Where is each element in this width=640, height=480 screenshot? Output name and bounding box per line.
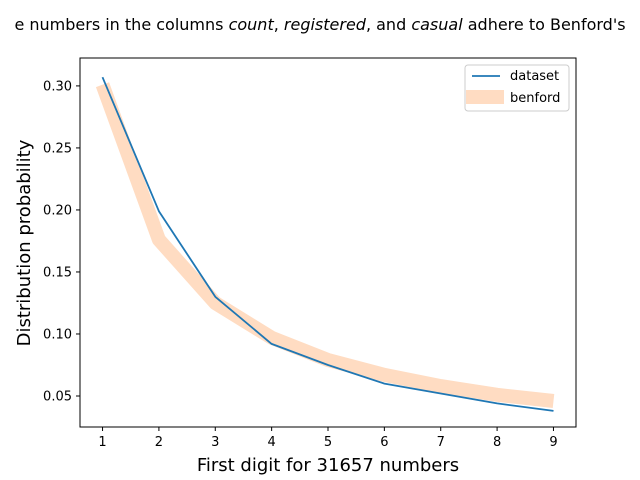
legend-label-benford: benford [510,91,560,106]
title-em-casual: casual [411,15,463,34]
x-tick-label-1: 1 [98,435,106,450]
title-sep-1: , [274,15,284,34]
x-tick-label-2: 2 [155,435,163,450]
y-tick-label-0.05: 0.05 [43,389,72,404]
title-suffix: adhere to Benford's [463,15,626,34]
title-em-registered: registered [284,15,367,34]
x-axis: 1 2 3 4 5 6 7 8 9 [98,427,558,450]
x-tick-label-9: 9 [549,435,557,450]
y-tick-label-0.10: 0.10 [43,327,72,342]
x-tick-label-3: 3 [211,435,219,450]
legend-label-dataset: dataset [510,69,559,84]
y-tick-label-0.15: 0.15 [43,265,72,280]
x-tick-label-8: 8 [493,435,501,450]
benford-line [95,82,555,408]
x-tick-label-4: 4 [267,435,275,450]
x-tick-label-6: 6 [380,435,388,450]
title-em-count: count [229,15,275,34]
chart-title: e numbers in the columns count, register… [14,15,625,34]
title-sep-2: , and [366,15,411,34]
y-axis-label: Distribution probability [14,139,35,346]
y-tick-label-0.30: 0.30 [43,79,72,94]
x-tick-label-7: 7 [437,435,445,450]
dataset-line [101,76,554,412]
x-tick-label-5: 5 [324,435,332,450]
plot-series [95,76,555,412]
plot-frame [79,57,577,428]
y-tick-label-0.20: 0.20 [43,203,72,218]
y-tick-label-0.25: 0.25 [43,141,72,156]
legend: dataset benford [464,64,570,112]
title-prefix: e numbers in the columns [14,15,228,34]
y-axis: 0.05 0.10 0.15 0.20 0.25 0.30 [43,79,80,404]
x-axis-label: First digit for 31657 numbers [197,455,459,476]
